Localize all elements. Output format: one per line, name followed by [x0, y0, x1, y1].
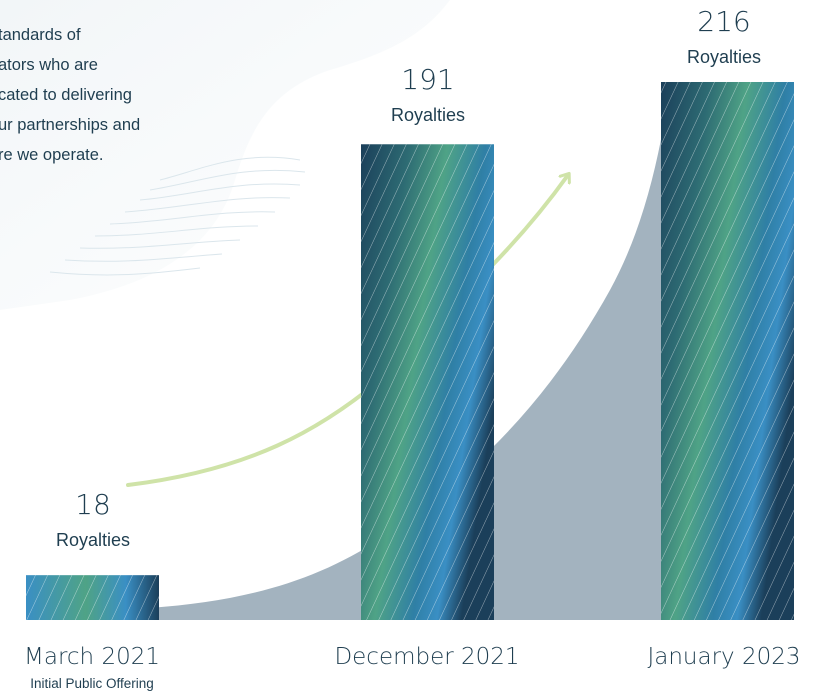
wavy-panel	[0, 0, 450, 310]
bar-hatch	[26, 575, 159, 620]
bar-value-label: 216	[697, 5, 751, 38]
category-label: March 2021	[24, 644, 160, 670]
category-note: Initial Public Offering	[30, 676, 154, 691]
bar-value-label: 18	[75, 488, 111, 521]
intro-line: ators who are	[0, 56, 98, 74]
intro-line: re we operate.	[0, 146, 104, 164]
bar	[361, 144, 494, 620]
intro-line: cated to delivering	[0, 86, 132, 104]
bars-layer	[26, 82, 794, 620]
bar-hatch	[361, 144, 494, 620]
bar-unit-label: Royalties	[390, 105, 466, 125]
intro-line: ur partnerships and	[0, 116, 141, 134]
bar-hatch	[661, 82, 794, 620]
bar	[661, 82, 794, 620]
growth-area	[150, 118, 665, 620]
bar	[26, 575, 159, 620]
category-label: January 2023	[647, 644, 801, 670]
bar-value-label: 191	[401, 63, 455, 96]
contour-lines	[49, 156, 306, 276]
bar-unit-label: Royalties	[686, 47, 762, 67]
category-label: December 2021	[334, 644, 520, 670]
intro-paragraph: tandards of ators who are cated to deliv…	[0, 20, 198, 170]
intro-line: tandards of	[0, 26, 81, 44]
bar-unit-label: Royalties	[55, 530, 131, 550]
